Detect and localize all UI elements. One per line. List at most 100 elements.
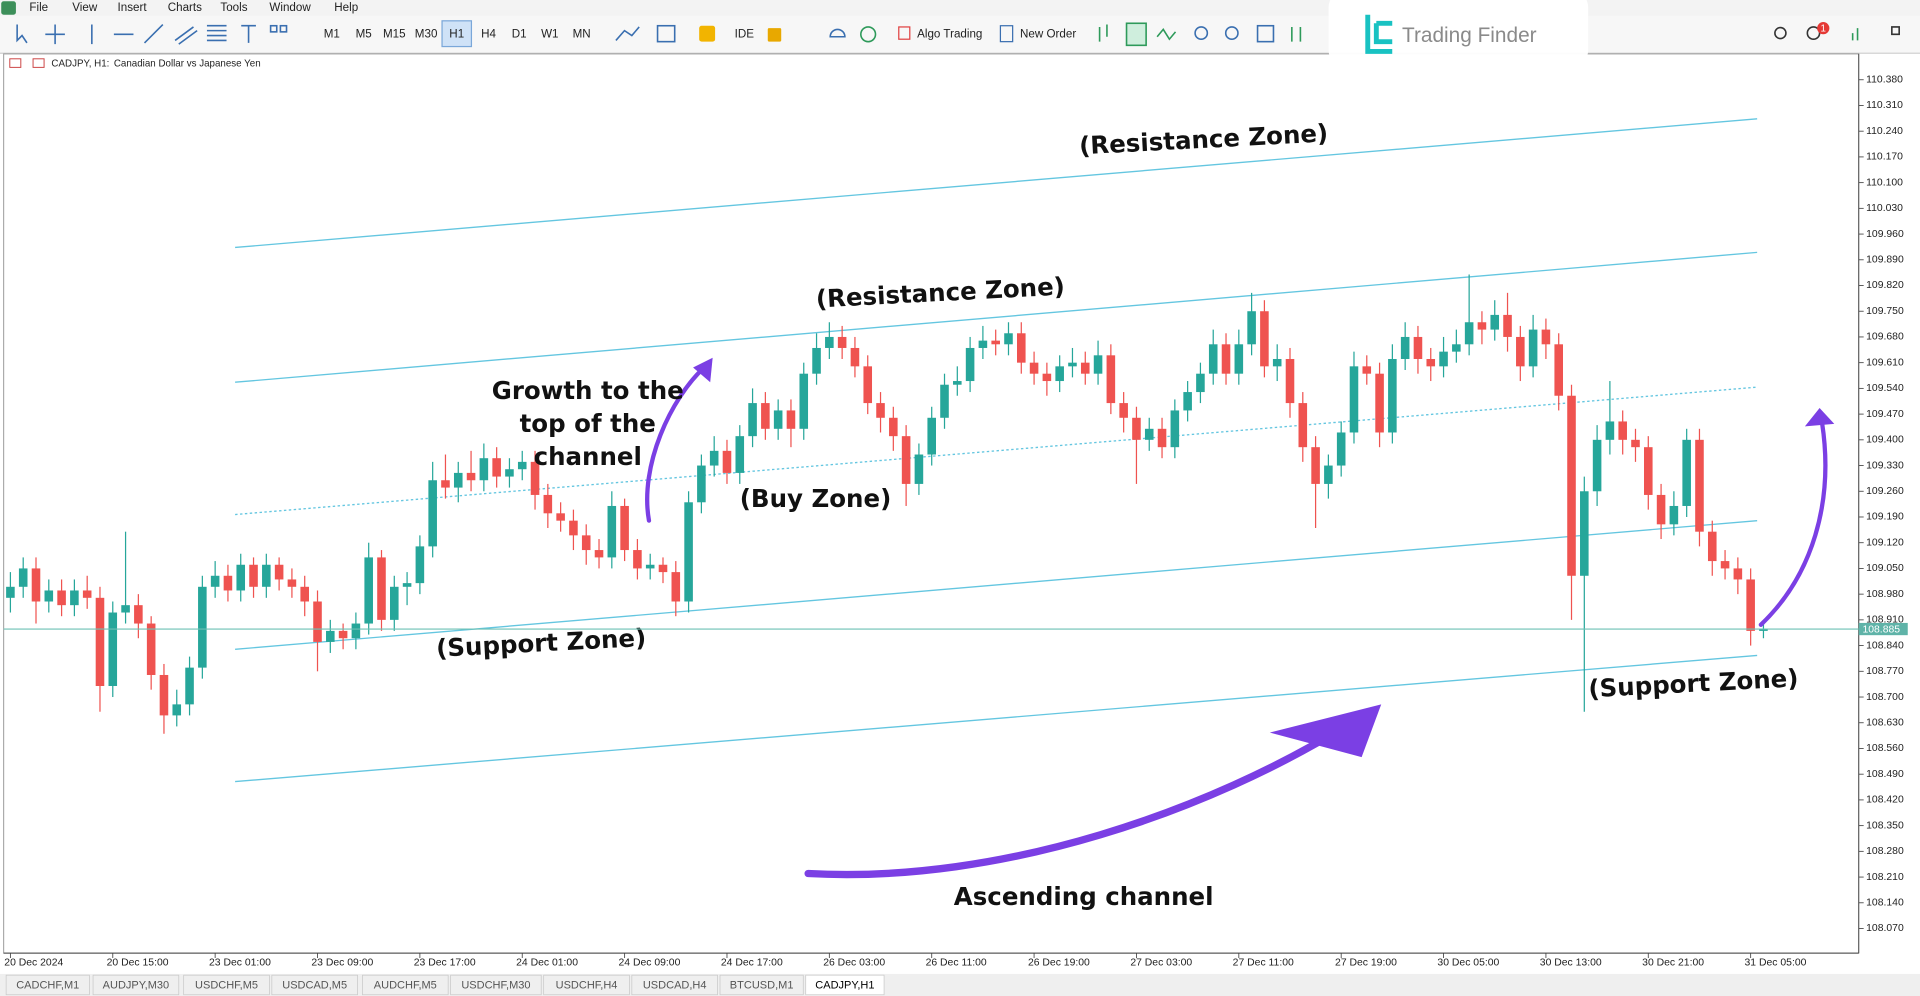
- price-label-box: [1858, 622, 1908, 636]
- tab-label[interactable]: USDCAD,M5: [282, 979, 347, 991]
- y-tick-label: 109.820: [1866, 280, 1904, 291]
- y-tick-label: 108.630: [1866, 717, 1904, 728]
- tab[interactable]: [805, 974, 885, 996]
- candle-body: [313, 601, 322, 642]
- tab-label[interactable]: AUDCHF,M5: [374, 979, 437, 991]
- x-tick-label: 24 Dec 01:00: [516, 958, 578, 969]
- candle-body: [326, 630, 335, 642]
- menu-item[interactable]: View: [72, 1, 98, 14]
- tab[interactable]: [543, 974, 630, 996]
- y-tick-label: 109.750: [1866, 306, 1904, 317]
- tab[interactable]: [719, 974, 804, 996]
- header-icon: [9, 58, 22, 68]
- tab[interactable]: [92, 974, 180, 996]
- candle-body: [1080, 362, 1090, 374]
- tab-label[interactable]: USDCHF,M5: [195, 979, 258, 991]
- tab-label[interactable]: BTCUSD,M1: [730, 979, 794, 991]
- tab[interactable]: [271, 974, 358, 996]
- toolbar-button[interactable]: New Order: [1020, 27, 1076, 40]
- candle-body: [1183, 392, 1192, 411]
- candle-body: [121, 605, 130, 613]
- candle-body: [735, 436, 745, 473]
- candle-body: [82, 590, 92, 598]
- candle-body: [236, 564, 246, 591]
- brand-logo: [1365, 14, 1393, 54]
- notification-badge: [1817, 22, 1830, 35]
- candle-body: [1119, 403, 1128, 418]
- x-tick-label: 23 Dec 01:00: [209, 958, 271, 969]
- tab-label[interactable]: USDCHF,M30: [461, 979, 530, 991]
- tab-label[interactable]: CADJPY,H1: [815, 979, 874, 991]
- timeframe-button[interactable]: M5: [356, 27, 372, 40]
- timeframe-button[interactable]: D1: [512, 27, 527, 40]
- y-tick-label: 108.980: [1866, 589, 1904, 600]
- grid-icon: [1256, 24, 1275, 43]
- chart-type-icon: [615, 26, 640, 41]
- candle-body: [991, 340, 1000, 345]
- tab[interactable]: [631, 974, 718, 996]
- tab-label[interactable]: USDCHF,H4: [556, 979, 618, 991]
- candle-body: [1362, 366, 1372, 374]
- candle-body: [901, 436, 911, 484]
- candle-body: [927, 417, 936, 455]
- arrow: [1758, 420, 1828, 627]
- candle-body: [1631, 439, 1640, 448]
- timeframe-button[interactable]: M30: [415, 27, 438, 40]
- candle-body: [1106, 355, 1116, 404]
- menu-item[interactable]: Help: [334, 1, 358, 14]
- x-tick-label: 26 Dec 19:00: [1028, 958, 1090, 969]
- channel-line: [235, 251, 1758, 383]
- chart-description: Canadian Dollar vs Japanese Yen: [114, 58, 261, 69]
- tab-label[interactable]: CADCHF,M1: [16, 979, 79, 991]
- timeframe-button[interactable]: MN: [573, 27, 591, 40]
- candle-body: [338, 630, 348, 639]
- y-tick-label: 109.190: [1866, 512, 1904, 523]
- candle-body: [530, 461, 540, 495]
- tab[interactable]: [362, 974, 449, 996]
- y-tick-label: 110.240: [1866, 126, 1903, 137]
- candle-body: [1733, 568, 1743, 580]
- tab-label[interactable]: AUDJPY,M30: [103, 979, 170, 991]
- tab-label[interactable]: USDCAD,H4: [643, 979, 707, 991]
- tab[interactable]: [450, 974, 542, 996]
- candle-body: [1093, 355, 1103, 374]
- candle-body: [1055, 366, 1064, 382]
- channel-line: [235, 519, 1758, 650]
- candle-body: [940, 384, 949, 418]
- y-tick-label: 108.140: [1866, 898, 1904, 909]
- signal-icon: [860, 26, 877, 43]
- menu-item[interactable]: File: [29, 1, 48, 14]
- menu-item[interactable]: Tools: [220, 1, 247, 14]
- x-tick-label: 23 Dec 17:00: [414, 958, 476, 969]
- y-tick-label: 108.070: [1866, 923, 1904, 934]
- timeframe-button[interactable]: M15: [383, 27, 406, 40]
- active-timeframe: [441, 20, 473, 48]
- y-tick-label: 108.770: [1866, 666, 1904, 677]
- candle-body: [684, 502, 693, 602]
- timeframe-button[interactable]: H1: [449, 27, 464, 40]
- arrow: [645, 365, 707, 523]
- tab[interactable]: [5, 974, 90, 996]
- candle-body: [1746, 579, 1755, 631]
- timeframe-button[interactable]: M1: [324, 27, 340, 40]
- menu-item[interactable]: Insert: [118, 1, 148, 14]
- candle-body: [479, 458, 489, 481]
- zoom-out-icon: [1224, 26, 1239, 40]
- toolbar-button[interactable]: Algo Trading: [917, 27, 982, 40]
- candle-body: [1388, 358, 1397, 433]
- candle-body: [517, 461, 527, 470]
- arrowhead: [1269, 704, 1382, 758]
- candle-body: [1528, 329, 1538, 367]
- toolbar-button[interactable]: IDE: [735, 27, 755, 40]
- channel-line: [235, 118, 1758, 249]
- candle-body: [300, 586, 309, 602]
- candle-body: [1554, 344, 1563, 396]
- timeframe-button[interactable]: H4: [481, 27, 496, 40]
- menu-item[interactable]: Window: [269, 1, 311, 14]
- tab[interactable]: [183, 974, 270, 996]
- menu-item[interactable]: Charts: [168, 1, 202, 14]
- candle-body: [607, 505, 617, 558]
- timeframe-button[interactable]: W1: [541, 27, 558, 40]
- x-tick-label: 30 Dec 13:00: [1540, 958, 1602, 969]
